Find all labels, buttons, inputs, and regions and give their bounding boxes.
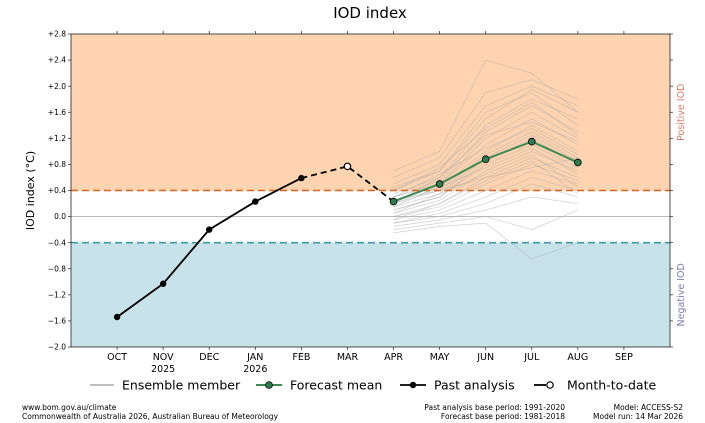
ensemble-member-line xyxy=(393,102,579,191)
ensemble-member-line xyxy=(393,121,578,204)
past-analysis-point xyxy=(159,280,167,287)
forecast-mean-point xyxy=(435,180,444,188)
x-year-label: 2025 xyxy=(151,364,175,375)
y-tick-label: −0.8 xyxy=(48,264,66,273)
y-tick-label: +2.4 xyxy=(48,56,66,65)
x-tick-label: APR xyxy=(384,352,403,363)
x-tick-label: SEP xyxy=(615,352,633,363)
ensemble-member-line xyxy=(393,160,579,221)
x-tick-label: MAR xyxy=(337,352,359,363)
ensemble-member-line xyxy=(393,79,578,178)
y-tick-label: +1.6 xyxy=(48,108,66,117)
positive-iod-label: Positive IOD xyxy=(676,84,687,141)
month-to-date-point xyxy=(343,162,352,171)
footer-model-run: Model run: 14 Mar 2026 xyxy=(593,412,683,421)
x-tick-label: JAN xyxy=(246,352,263,363)
forecast-mean-point xyxy=(574,158,582,167)
ensemble-member-line xyxy=(393,164,578,217)
ensemble-member-line xyxy=(393,196,578,227)
legend-mtd-marker xyxy=(546,381,554,389)
ensemble-member-line xyxy=(393,98,578,195)
ensemble-member-line xyxy=(393,89,579,188)
y-tick-label: +0.4 xyxy=(48,186,66,195)
negative-region xyxy=(71,242,670,347)
ensemble-member-line xyxy=(393,183,578,224)
ensemble-member-line xyxy=(393,144,579,211)
negative-iod-label: Negative IOD xyxy=(676,263,687,326)
ensemble-member-line xyxy=(393,222,578,260)
legend-forecast-label: Forecast mean xyxy=(290,378,382,393)
y-tick-label: −2.0 xyxy=(48,343,66,352)
past-analysis-point xyxy=(113,313,121,321)
past-analysis-point xyxy=(298,174,305,182)
x-tick-label: OCT xyxy=(107,352,127,363)
y-tick-label: +1.2 xyxy=(48,134,66,143)
y-tick-label: −1.6 xyxy=(48,317,66,326)
ensemble-member-line xyxy=(393,150,578,214)
y-tick-label: 0.0 xyxy=(54,212,66,221)
x-tick-label: MAY xyxy=(430,352,450,363)
ensemble-member-line xyxy=(393,111,579,198)
x-tick-label: AUG xyxy=(567,352,588,363)
footer-model: Model: ACCESS-S2 xyxy=(613,403,683,412)
positive-region xyxy=(71,34,670,191)
legend-mtd-label: Month-to-date xyxy=(567,378,656,393)
x-tick-label: JUL xyxy=(523,352,540,363)
x-tick-label: NOV xyxy=(153,352,174,363)
legend-ensemble-label: Ensemble member xyxy=(122,378,241,393)
ensemble-member-line xyxy=(393,154,579,214)
forecast-mean-point xyxy=(481,155,490,164)
ensemble-member-line xyxy=(393,131,579,204)
ensemble-member-line xyxy=(393,157,578,201)
x-tick-label: DEC xyxy=(199,352,219,363)
x-year-label: 2026 xyxy=(243,364,267,375)
past-analysis-point xyxy=(252,198,259,205)
month-to-date-line xyxy=(301,165,395,203)
footer-past-base: Past analysis base period: 1991-2020 xyxy=(424,403,565,412)
ensemble-member-line xyxy=(393,85,578,185)
y-tick-label: −1.2 xyxy=(48,290,66,299)
chart-title: IOD index xyxy=(333,4,407,22)
footer-url: www.bom.gov.au/climate xyxy=(22,403,117,412)
forecast-mean-point xyxy=(389,197,398,206)
footer-forecast-base: Forecast base period: 1981-2018 xyxy=(440,412,565,421)
x-tick-label: FEB xyxy=(292,352,310,363)
legend-past-marker xyxy=(409,381,417,389)
ensemble-member-line xyxy=(393,128,579,198)
y-tick-label: +2.0 xyxy=(48,82,66,91)
past-analysis-point xyxy=(206,226,213,233)
legend-past-label: Past analysis xyxy=(434,378,515,393)
y-axis-label: IOD index (°C) xyxy=(24,151,37,230)
ensemble-member-line xyxy=(393,92,579,191)
ensemble-member-line xyxy=(393,170,578,221)
forecast-mean-point xyxy=(527,137,536,146)
y-tick-label: +0.8 xyxy=(48,160,66,169)
legend-forecast-marker xyxy=(265,381,273,389)
footer-copyright: Commonwealth of Australia 2026, Australi… xyxy=(22,412,279,421)
y-tick-label: −0.4 xyxy=(48,238,66,247)
y-tick-label: +2.8 xyxy=(48,30,66,39)
ensemble-member-line xyxy=(393,124,579,204)
x-tick-label: JUN xyxy=(476,352,494,363)
